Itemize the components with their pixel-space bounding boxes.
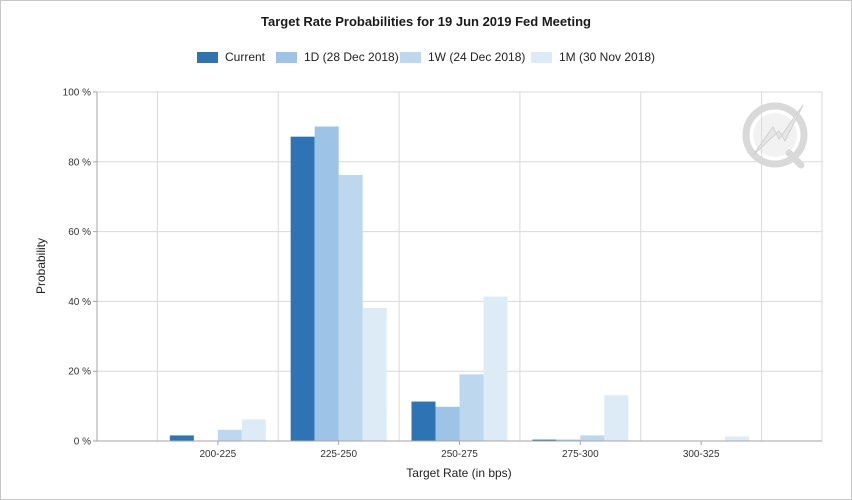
legend-swatch: [276, 51, 297, 63]
bar-1d-225-250[interactable]: [314, 126, 339, 442]
bar-1w-250-275[interactable]: [459, 374, 484, 441]
bar-1m-300-325[interactable]: [725, 436, 750, 441]
y-axis-title: Probability: [34, 238, 48, 294]
legend-label: 1M (30 Nov 2018): [559, 50, 656, 64]
chart-title: Target Rate Probabilities for 19 Jun 201…: [261, 14, 591, 29]
axes: [93, 91, 822, 445]
x-tick-label: 225-250: [320, 449, 357, 460]
y-tick-label: 60 %: [68, 227, 91, 238]
watermark-logo-icon: [742, 102, 808, 169]
legend-swatch: [531, 51, 552, 63]
legend-label: 1D (28 Dec 2018): [304, 50, 399, 64]
bar-1m-275-300[interactable]: [604, 395, 629, 441]
legend-label: 1W (24 Dec 2018): [428, 50, 526, 64]
bar-current-275-300[interactable]: [532, 439, 557, 441]
legend-item[interactable]: 1W (24 Dec 2018): [400, 48, 525, 66]
y-tick-labels: 0 % 20 % 40 % 60 % 80 % 100 %: [63, 88, 91, 448]
y-tick-label: 20 %: [68, 367, 91, 378]
legend-swatch: [197, 51, 218, 63]
x-tick-labels: 200-225 225-250 250-275 275-300 300-325: [199, 449, 719, 460]
x-axis-title: Target Rate (in bps): [406, 466, 511, 480]
bar-current-225-250[interactable]: [290, 136, 315, 441]
y-tick-label: 80 %: [68, 157, 91, 168]
bar-1d-275-300[interactable]: [556, 439, 581, 441]
bar-1w-225-250[interactable]: [338, 175, 363, 441]
bar-1d-250-275[interactable]: [435, 406, 460, 441]
y-tick-label: 40 %: [68, 297, 91, 308]
y-tick-label: 0 %: [74, 437, 91, 448]
x-tick-label: 200-225: [199, 449, 236, 460]
bars-group: [169, 126, 750, 442]
legend-item[interactable]: 1M (30 Nov 2018): [531, 48, 655, 66]
legend-swatch: [400, 51, 421, 63]
y-tick-label: 100 %: [63, 88, 91, 99]
x-tick-label: 250-275: [441, 449, 478, 460]
bar-current-250-275[interactable]: [411, 401, 436, 441]
bar-1w-200-225[interactable]: [217, 429, 242, 441]
x-tick-label: 275-300: [562, 449, 599, 460]
legend-item[interactable]: 1D (28 Dec 2018): [276, 48, 399, 66]
x-tick-label: 300-325: [683, 449, 720, 460]
legend-label: Current: [225, 50, 266, 64]
bar-1m-250-275[interactable]: [483, 296, 508, 441]
bar-1m-225-250[interactable]: [362, 308, 387, 441]
bar-1m-200-225[interactable]: [241, 419, 266, 441]
legend-item[interactable]: Current: [197, 48, 265, 66]
bar-current-200-225[interactable]: [169, 435, 194, 441]
bar-1w-275-300[interactable]: [580, 435, 605, 441]
chart-legend: Current 1D (28 Dec 2018) 1W (24 Dec 2018) 1…: [0, 48, 852, 66]
